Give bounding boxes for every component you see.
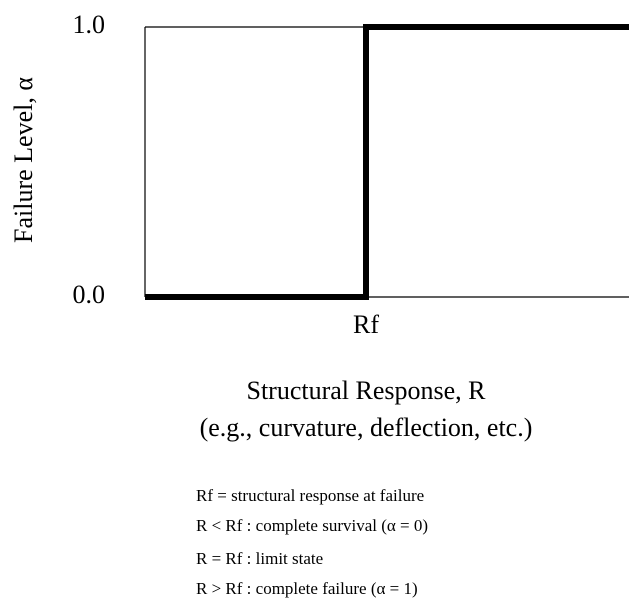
note: R < Rf : complete survival (α = 0) [196, 516, 428, 535]
step-function [145, 24, 629, 300]
x-tick-label: Rf [353, 310, 379, 339]
x-axis-label: Structural Response, R [246, 376, 486, 405]
y-tick-label: 0.0 [73, 280, 106, 309]
y-axis-label: Failure Level, α [9, 77, 38, 243]
y-tick-label: 1.0 [73, 10, 106, 39]
note: R > Rf : complete failure (α = 1) [196, 579, 418, 598]
note: Rf = structural response at failure [196, 486, 424, 505]
x-axis-sublabel: (e.g., curvature, deflection, etc.) [200, 413, 533, 442]
note: R = Rf : limit state [196, 549, 323, 568]
